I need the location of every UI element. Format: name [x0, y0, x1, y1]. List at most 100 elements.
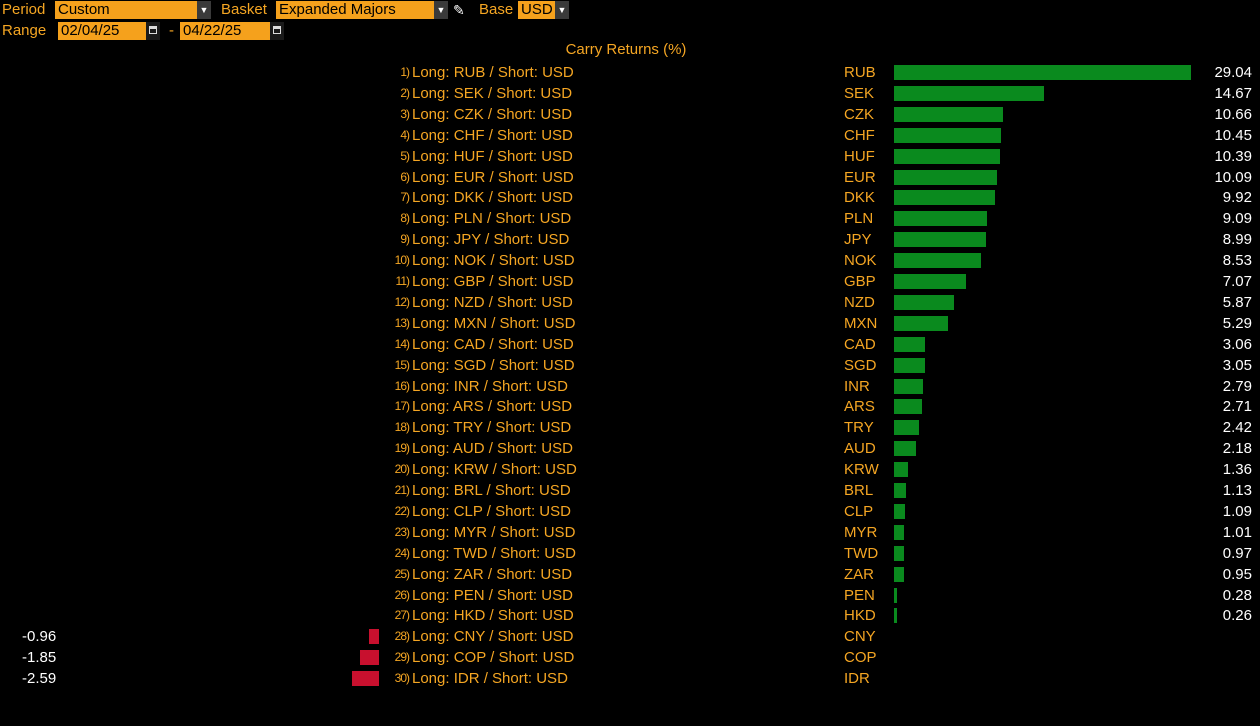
table-row[interactable]: 19) Long: AUD / Short: USD AUD 2.18	[0, 438, 1260, 459]
table-row[interactable]: 13) Long: MXN / Short: USD MXN 5.29	[0, 313, 1260, 334]
pair-label[interactable]: Long: SGD / Short: USD	[412, 356, 575, 374]
basket-select[interactable]: Expanded Majors	[276, 1, 434, 19]
base-select[interactable]: USD	[518, 1, 555, 19]
row-rank: 28)	[394, 629, 410, 644]
table-row[interactable]: 1) Long: RUB / Short: USD RUB 29.04	[0, 62, 1260, 83]
pair-label[interactable]: Long: MXN / Short: USD	[412, 314, 576, 332]
pair-label[interactable]: Long: ZAR / Short: USD	[412, 565, 573, 583]
pair-label[interactable]: Long: PEN / Short: USD	[412, 586, 573, 604]
row-rank: 11)	[395, 274, 410, 288]
bar-value-label: -2.59	[22, 670, 57, 688]
bar-value-label: 0.97	[1222, 544, 1252, 562]
table-row[interactable]: 27) Long: HKD / Short: USD HKD 0.26	[0, 605, 1260, 626]
row-rank: 1)	[400, 65, 410, 79]
row-rank: 8)	[400, 211, 410, 226]
currency-label: CNY	[844, 628, 876, 646]
table-row[interactable]: 15) Long: SGD / Short: USD SGD 3.05	[0, 355, 1260, 376]
pair-label[interactable]: Long: CAD / Short: USD	[412, 335, 574, 353]
pair-label[interactable]: Long: RUB / Short: USD	[412, 64, 574, 81]
table-row[interactable]: 28) Long: CNY / Short: USD CNY -0.96	[0, 626, 1260, 647]
table-row[interactable]: 10) Long: NOK / Short: USD NOK 8.53	[0, 250, 1260, 271]
table-row[interactable]: 30) Long: IDR / Short: USD IDR -2.59	[0, 668, 1260, 689]
period-select[interactable]: Custom	[55, 1, 197, 19]
row-rank: 27)	[394, 608, 410, 623]
table-row[interactable]: 7) Long: DKK / Short: USD DKK 9.92	[0, 187, 1260, 208]
calendar-icon[interactable]	[270, 22, 284, 40]
table-row[interactable]: 14) Long: CAD / Short: USD CAD 3.06	[0, 334, 1260, 355]
row-rank: 3)	[400, 106, 410, 121]
table-row[interactable]: 11) Long: GBP / Short: USD GBP 7.07	[0, 271, 1260, 292]
table-row[interactable]: 24) Long: TWD / Short: USD TWD 0.97	[0, 543, 1260, 564]
bar-positive	[894, 315, 949, 331]
dropdown-arrow-icon[interactable]: ▼	[434, 1, 448, 19]
row-rank: 14)	[394, 336, 410, 351]
table-row[interactable]: 6) Long: EUR / Short: USD EUR 10.09	[0, 167, 1260, 188]
currency-label: ZAR	[844, 565, 874, 583]
currency-label: ARS	[844, 398, 875, 416]
pair-label[interactable]: Long: MYR / Short: USD	[412, 523, 576, 541]
bar-value-label: 14.67	[1214, 84, 1252, 102]
table-row[interactable]: 20) Long: KRW / Short: USD KRW 1.36	[0, 459, 1260, 480]
pair-label[interactable]: Long: ARS / Short: USD	[412, 398, 573, 416]
pair-label[interactable]: Long: HUF / Short: USD	[412, 147, 573, 165]
table-row[interactable]: 18) Long: TRY / Short: USD TRY 2.42	[0, 417, 1260, 438]
pair-label[interactable]: Long: SEK / Short: USD	[412, 84, 573, 102]
pair-label[interactable]: Long: IDR / Short: USD	[412, 670, 568, 688]
table-row[interactable]: 26) Long: PEN / Short: USD PEN 0.28	[0, 585, 1260, 606]
calendar-icon[interactable]	[146, 22, 160, 40]
pair-label[interactable]: Long: CNY / Short: USD	[412, 628, 574, 646]
bar-value-label: 2.79	[1222, 377, 1252, 395]
currency-label: DKK	[844, 189, 875, 207]
pair-label[interactable]: Long: NOK / Short: USD	[412, 252, 575, 270]
table-row[interactable]: 22) Long: CLP / Short: USD CLP 1.09	[0, 501, 1260, 522]
bar-positive	[894, 294, 955, 310]
table-row[interactable]: 8) Long: PLN / Short: USD PLN 9.09	[0, 208, 1260, 229]
pair-label[interactable]: Long: TWD / Short: USD	[412, 544, 576, 562]
table-row[interactable]: 17) Long: ARS / Short: USD ARS 2.71	[0, 396, 1260, 417]
table-row[interactable]: 12) Long: NZD / Short: USD NZD 5.87	[0, 292, 1260, 313]
pair-label[interactable]: Long: JPY / Short: USD	[412, 231, 570, 249]
pair-label[interactable]: Long: INR / Short: USD	[412, 377, 568, 395]
table-row[interactable]: 25) Long: ZAR / Short: USD ZAR 0.95	[0, 564, 1260, 585]
bar-value-label: 3.06	[1222, 335, 1252, 353]
pair-label[interactable]: Long: CZK / Short: USD	[412, 105, 573, 123]
dropdown-arrow-icon[interactable]: ▼	[197, 1, 211, 19]
range-end-field[interactable]: 04/22/25	[180, 22, 270, 40]
bar-positive	[894, 85, 1045, 101]
currency-label: NOK	[844, 252, 877, 270]
bar-value-label: 10.09	[1214, 168, 1252, 186]
currency-label: INR	[844, 377, 870, 395]
pair-label[interactable]: Long: AUD / Short: USD	[412, 440, 573, 458]
table-row[interactable]: 21) Long: BRL / Short: USD BRL 1.13	[0, 480, 1260, 501]
table-row[interactable]: 16) Long: INR / Short: USD INR 2.79	[0, 376, 1260, 397]
currency-label: JPY	[844, 231, 872, 249]
pair-label[interactable]: Long: PLN / Short: USD	[412, 210, 572, 228]
pair-label[interactable]: Long: TRY / Short: USD	[412, 419, 572, 437]
table-row[interactable]: 4) Long: CHF / Short: USD CHF 10.45	[0, 125, 1260, 146]
pair-label[interactable]: Long: CHF / Short: USD	[412, 126, 573, 144]
currency-label: AUD	[844, 440, 876, 458]
row-rank: 5)	[400, 148, 410, 163]
table-row[interactable]: 5) Long: HUF / Short: USD HUF 10.39	[0, 146, 1260, 167]
pair-label[interactable]: Long: CLP / Short: USD	[412, 502, 571, 520]
dropdown-arrow-icon[interactable]: ▼	[555, 1, 569, 19]
pair-label[interactable]: Long: GBP / Short: USD	[412, 273, 574, 290]
bar-positive	[894, 148, 1001, 164]
pair-label[interactable]: Long: DKK / Short: USD	[412, 189, 573, 207]
currency-label: CAD	[844, 335, 876, 353]
table-row[interactable]: 3) Long: CZK / Short: USD CZK 10.66	[0, 104, 1260, 125]
pair-label[interactable]: Long: HKD / Short: USD	[412, 607, 574, 625]
pair-label[interactable]: Long: EUR / Short: USD	[412, 168, 574, 186]
table-row[interactable]: 23) Long: MYR / Short: USD MYR 1.01	[0, 522, 1260, 543]
range-start-field[interactable]: 02/04/25	[58, 22, 146, 40]
table-row[interactable]: 29) Long: COP / Short: USD COP -1.85	[0, 647, 1260, 668]
pair-label[interactable]: Long: BRL / Short: USD	[412, 482, 571, 499]
bar-value-label: 10.66	[1214, 105, 1252, 123]
pair-label[interactable]: Long: KRW / Short: USD	[412, 461, 577, 479]
pair-label[interactable]: Long: COP / Short: USD	[412, 649, 575, 667]
pencil-icon[interactable]: ✎	[453, 2, 465, 18]
bar-positive	[894, 483, 906, 498]
table-row[interactable]: 9) Long: JPY / Short: USD JPY 8.99	[0, 229, 1260, 250]
pair-label[interactable]: Long: NZD / Short: USD	[412, 293, 573, 311]
table-row[interactable]: 2) Long: SEK / Short: USD SEK 14.67	[0, 83, 1260, 104]
